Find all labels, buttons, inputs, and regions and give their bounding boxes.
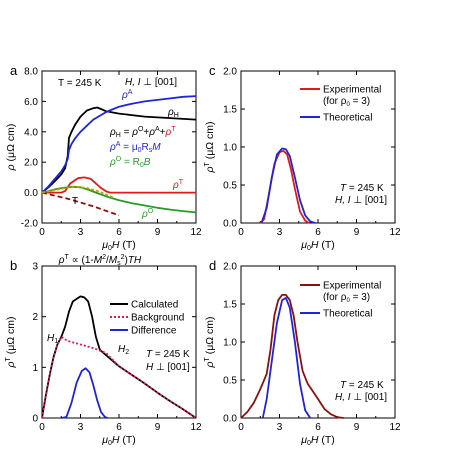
y-tick-label: 3	[32, 262, 38, 273]
temperature-label: T = 245 K	[58, 78, 102, 89]
y-tick-label: 1.5	[223, 300, 237, 311]
x-tick-label: 6	[315, 422, 321, 433]
legend-label: Difference	[131, 326, 177, 337]
x-axis-label: μ0H (T)	[101, 239, 136, 252]
panel-letter: d	[209, 258, 216, 273]
y-tick-label: 2.0	[24, 158, 38, 169]
x-tick-label: 9	[354, 422, 360, 433]
x-tick-label: 9	[354, 227, 360, 238]
plot-frame	[41, 265, 197, 419]
legend-label-experimental: Experimental	[323, 281, 381, 292]
x-tick-label: 6	[315, 227, 321, 238]
x-tick-label: 9	[155, 422, 161, 433]
series-line--h	[41, 106, 197, 194]
x-tick-label: 12	[190, 227, 202, 238]
equation-1: ρH = ρO+ρA+ρT	[109, 126, 176, 139]
series-line-experimental	[240, 293, 344, 419]
y-tick-label: 8.0	[24, 67, 38, 78]
x-tick-label: 3	[277, 227, 283, 238]
legend-label-theoretical: Theoretical	[323, 113, 372, 124]
y-tick-label: 2	[32, 312, 38, 323]
panel-d: 0 3 6 9 12 0.0 0.5 1.0 1.5 2.0 μ0H (T) ρT (μΩ cm) d E…	[204, 258, 401, 447]
panel-c: 0 3 6 9 12 0.0 0.5 1.0 1.5 2.0 μ0H (T) ρT (μΩ cm) c E…	[204, 63, 401, 252]
y-tick-label: -2.0	[21, 219, 39, 230]
panel-letter: b	[10, 258, 17, 273]
h2-label: H2	[118, 344, 129, 356]
x-tick-label: 3	[78, 227, 84, 238]
y-tick-label: 1.0	[223, 338, 237, 349]
x-tick-label: 12	[389, 422, 401, 433]
legend-label-rho0: (for ρ0 = 3)	[323, 292, 370, 304]
x-tick-label: 12	[389, 227, 401, 238]
rho-t-label: ρT	[172, 179, 184, 191]
temperature-label: T = 245 K	[146, 349, 190, 360]
y-axis-label: ρT (μΩ cm)	[204, 316, 216, 368]
y-tick-label: 1.5	[223, 105, 237, 116]
x-axis-label: μ0H (T)	[101, 434, 136, 447]
series-line-t	[41, 191, 120, 217]
y-tick-label: 0.5	[223, 376, 237, 387]
temperature-label: T = 245 K	[340, 380, 384, 391]
y-axis-label: ρ (μΩ cm)	[5, 124, 17, 172]
x-tick-label: 0	[238, 422, 244, 433]
panel-b-title: ρT ∝ (1-M2/Ms2)TH	[58, 254, 142, 267]
panel-letter: a	[10, 63, 18, 78]
x-tick-label: 6	[116, 227, 122, 238]
series-line-background	[41, 335, 197, 419]
series-line--o-extra	[41, 185, 113, 199]
rho-h-label: ρH	[167, 107, 179, 119]
series-line-theoretical	[260, 147, 316, 224]
y-tick-label: 0.0	[223, 219, 237, 230]
y-tick-label: 1.0	[223, 143, 237, 154]
y-tick-label: 6.0	[24, 97, 38, 108]
y-tick-label: 4.0	[24, 127, 38, 138]
rho-o-label: ρO	[141, 208, 154, 220]
x-tick-label: 3	[78, 422, 84, 433]
rho-a-label: ρA	[121, 89, 133, 101]
field-config-label: H, I ⊥ [001]	[125, 77, 177, 88]
equation-2: ρA = μ0RsM	[109, 141, 161, 154]
legend-label: Background	[131, 313, 184, 324]
panel-a: 0 3 6 9 12 -2.0 0.0 2.0 4.0 6.0 8.0 μ0H (T) ρ (μΩ cm…	[5, 63, 202, 252]
x-tick-label: 0	[238, 227, 244, 238]
y-axis-label: ρT (μΩ cm)	[204, 121, 216, 173]
series-line-experimental	[259, 149, 310, 224]
y-tick-label: 0.0	[24, 188, 38, 199]
legend-label-theoretical: Theoretical	[323, 309, 372, 320]
field-config-label: H, I ⊥ [001]	[335, 392, 387, 403]
equation-3: ρO = R0B	[109, 156, 151, 169]
y-tick-label: 0.5	[223, 181, 237, 192]
x-axis-label: μ0H (T)	[300, 434, 335, 447]
y-axis-label: ρT (μΩ cm)	[5, 316, 17, 368]
x-tick-label: 6	[116, 422, 122, 433]
series-line--a	[41, 95, 197, 194]
y-tick-label: 1	[32, 363, 38, 374]
x-tick-label: 9	[155, 227, 161, 238]
field-config-label: H ⊥ [001]	[146, 362, 190, 373]
panel-letter: c	[209, 63, 216, 78]
temperature-label: T = 245 K	[340, 183, 384, 194]
legend-label-rho0: (for ρ0 = 3)	[323, 96, 370, 108]
x-axis-label: μ0H (T)	[300, 239, 335, 252]
x-tick-label: 12	[190, 422, 202, 433]
y-tick-label: 2.0	[223, 67, 237, 78]
legend-label: Calculated	[131, 300, 178, 311]
x-tick-label: 0	[39, 227, 45, 238]
field-config-label: H, I ⊥ [001]	[335, 195, 387, 206]
series-line--o	[41, 185, 197, 214]
x-tick-label: 0	[39, 422, 45, 433]
y-tick-label: 2.0	[223, 262, 237, 273]
y-tick-label: 0	[32, 414, 38, 425]
h1-label: H1	[47, 333, 58, 345]
small-t-label: T	[72, 196, 78, 207]
legend-label-experimental: Experimental	[323, 85, 381, 96]
x-tick-label: 3	[277, 422, 283, 433]
series-line-theoretical	[261, 296, 312, 419]
series-line-difference	[61, 367, 108, 419]
y-tick-label: 0.0	[223, 414, 237, 425]
